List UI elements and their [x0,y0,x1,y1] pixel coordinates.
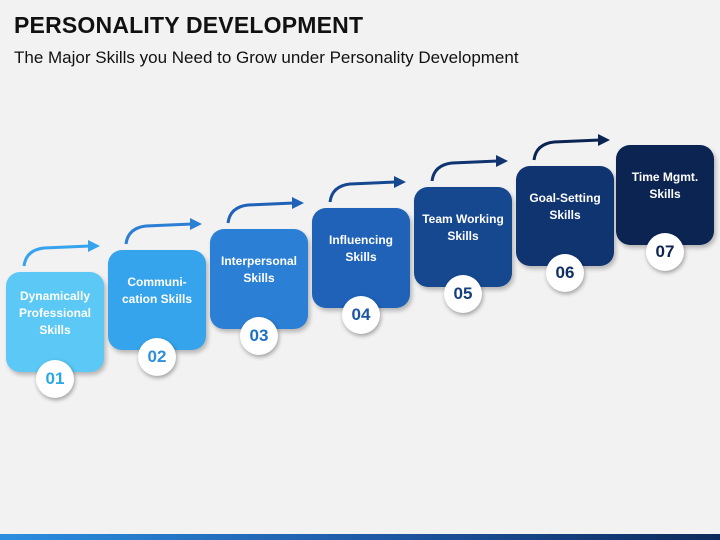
step-card: Team Working Skills [414,187,512,287]
step-number-badge: 06 [546,254,584,292]
step-number-badge: 01 [36,360,74,398]
step-number: 04 [351,305,371,324]
arrow-up-right-icon [22,240,100,267]
arrow-up-right-icon [226,197,304,224]
arrow-up-right-icon [430,155,508,182]
step-label: Team Working Skills [422,212,504,243]
arrow-up-right-icon [124,218,202,245]
page-title: PERSONALITY DEVELOPMENT [14,12,364,38]
arrow-up-right-icon [532,134,610,161]
step-card: Communi- cation Skills [108,250,206,350]
step-4: Influencing Skills 04 [312,176,410,334]
step-label: Interpersonal Skills [220,254,298,285]
step-card: Dynamically Professional Skills [6,272,104,372]
step-2: Communi- cation Skills 02 [108,218,206,376]
step-label: Dynamically Professional Skills [18,288,92,337]
footer-accent-bar [0,534,720,540]
step-label: Goal-Setting Skills [529,191,601,222]
step-1: Dynamically Professional Skills 01 [6,240,104,398]
arrow-up-right-icon [328,176,406,203]
step-number-badge: 04 [342,296,380,334]
step-card: Influencing Skills [312,208,410,308]
page-subtitle: The Major Skills you Need to Grow under … [14,48,519,67]
step-label: Communi- cation Skills [121,275,193,306]
step-label: Influencing Skills [329,233,393,264]
step-card: Goal-Setting Skills [516,166,614,266]
step-number: 06 [555,263,575,282]
step-number: 07 [655,242,675,261]
step-card: Interpersonal Skills [210,229,308,329]
step-7: Time Mgmt. Skills 07 [616,145,714,271]
step-number-badge: 07 [646,233,684,271]
step-card: Time Mgmt. Skills [616,145,714,245]
step-6: Goal-Setting Skills 06 [516,134,614,292]
step-number-badge: 05 [444,275,482,313]
step-number: 01 [45,369,65,388]
step-number: 02 [147,347,167,366]
step-number: 05 [453,284,473,303]
step-number-badge: 03 [240,317,278,355]
step-number: 03 [249,326,269,345]
step-label: Time Mgmt. Skills [631,170,699,201]
step-number-badge: 02 [138,338,176,376]
step-3: Interpersonal Skills 03 [210,197,308,355]
step-5: Team Working Skills 05 [414,155,512,313]
